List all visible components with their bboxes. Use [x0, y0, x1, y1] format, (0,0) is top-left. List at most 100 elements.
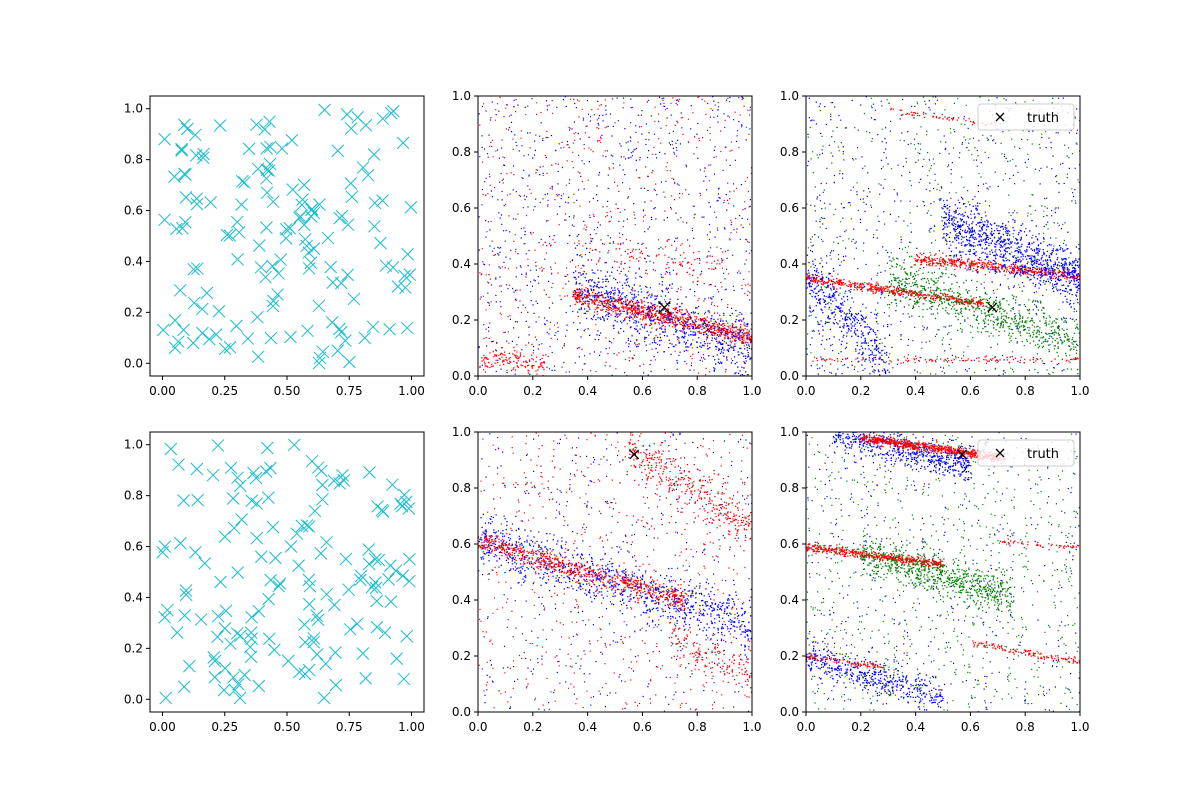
x-marker: [178, 118, 191, 132]
x-marker: [187, 296, 201, 310]
x-marker: [208, 654, 222, 668]
x-marker: [223, 340, 237, 354]
subplot-5: 0.0 0.2 0.4 0.6 0.8 1.0 0.0 0.2 0.4 0.6 0.8 1.0: [452, 425, 762, 734]
y-tick-label: 1.0: [124, 102, 143, 116]
x-marker: [195, 302, 209, 316]
x-marker: [354, 569, 368, 583]
x-tick-label: 0.2: [851, 384, 870, 398]
x-marker: [398, 269, 411, 283]
y-tick-label: 0.4: [780, 593, 799, 607]
x-marker: [262, 164, 276, 178]
x-marker: [275, 142, 289, 155]
x-marker: [314, 547, 328, 560]
x-marker: [230, 319, 243, 333]
y-tick-label: 0.2: [780, 313, 799, 327]
x-marker: [231, 253, 244, 266]
x-marker: [361, 168, 375, 182]
scatter-red-band-7: [972, 640, 1080, 664]
x-marker: [403, 552, 416, 566]
x-marker: [189, 546, 202, 559]
x-marker: [233, 479, 247, 493]
x-marker: [266, 259, 279, 273]
x-tick-label: 1.0: [1070, 384, 1089, 398]
plot-area: [478, 96, 752, 376]
subplot-6: 0.0 0.2 0.4 0.6 0.8 1.0 0.0 0.2 0.4 0.6 0.8 1.0 trut…: [780, 425, 1090, 734]
y-tick-label: 0.2: [780, 649, 799, 663]
scatter-blue-band-6: [806, 249, 891, 376]
truth-marker: [987, 302, 998, 313]
y-tick-label: 0.4: [780, 257, 799, 271]
x-marker: [188, 128, 202, 142]
x-marker: [202, 332, 216, 346]
x-marker: [170, 626, 184, 639]
x-marker: [292, 559, 306, 572]
x-tick-label: 0.8: [688, 720, 707, 734]
x-marker: [319, 657, 333, 671]
x-tick-label: 0.4: [906, 384, 925, 398]
subplot-1: 0.00 0.25 0.50 0.75 1.00 0.0 0.2 0.4 0.6 0.8 1.0: [124, 95, 425, 398]
x-marker: [372, 553, 386, 567]
x-marker: [301, 324, 314, 338]
subplot-3: 0.0 0.2 0.4 0.6 0.8 1.0 0.0 0.2 0.4 0.6 0.8 1.0 trut…: [780, 89, 1090, 398]
y-tick-label: 0.0: [780, 369, 799, 383]
x-marker: [403, 268, 417, 282]
y-tick-label: 0.4: [452, 593, 471, 607]
x-marker: [337, 473, 351, 487]
x-tick-label: 0.4: [578, 384, 597, 398]
x-marker: [260, 142, 274, 155]
x-marker: [234, 629, 247, 643]
x-marker: [324, 260, 338, 274]
x-marker: [168, 170, 181, 183]
x-marker: [195, 326, 209, 340]
x-marker: [189, 148, 203, 162]
x-marker: [177, 494, 190, 507]
x-tick-label: 0.8: [688, 384, 707, 398]
x-marker: [384, 559, 397, 572]
x-marker: [196, 151, 210, 165]
x-tick-label: 0.50: [274, 720, 301, 734]
x-marker: [298, 618, 311, 631]
x-marker: [313, 351, 327, 365]
x-marker: [331, 144, 345, 158]
x-marker: [307, 242, 321, 255]
x-marker: [230, 215, 244, 229]
x-tick-label: 1.0: [742, 720, 761, 734]
axes-frame: [805, 431, 1081, 713]
x-marker: [341, 268, 355, 282]
x-marker: [254, 550, 268, 564]
legend-box: [977, 103, 1075, 131]
x-marker: [320, 535, 333, 549]
y-tick-label: 0.6: [452, 537, 471, 551]
x-marker: [305, 454, 319, 468]
x-marker: [297, 218, 311, 232]
x-tick-label: 1.00: [398, 720, 425, 734]
x-tick-label: 0.6: [633, 384, 652, 398]
x-marker: [271, 288, 285, 301]
y-tick-label: 1.0: [780, 89, 799, 103]
plot-area: [156, 438, 416, 705]
x-marker: [329, 646, 342, 659]
x-marker: [311, 613, 325, 627]
x-marker: [238, 668, 252, 682]
y-tick-label: 0.2: [124, 305, 143, 319]
x-tick-label: 0.75: [336, 720, 363, 734]
x-marker: [341, 218, 355, 232]
x-marker: [293, 211, 306, 225]
x-marker: [250, 310, 264, 324]
y-tick-label: 0.4: [452, 257, 471, 271]
x-marker: [176, 221, 189, 235]
x-marker: [316, 478, 329, 492]
x-marker: [302, 262, 316, 275]
y-tick-label: 0.8: [780, 481, 799, 495]
x-marker: [191, 493, 205, 507]
x-marker: [356, 647, 370, 660]
x-marker: [316, 345, 330, 359]
x-marker: [391, 280, 405, 293]
x-marker: [243, 640, 257, 654]
x-marker: [273, 577, 287, 590]
x-marker: [217, 683, 231, 697]
x-marker: [286, 183, 300, 197]
x-marker: [331, 344, 345, 358]
legend-marker: [995, 112, 1005, 122]
